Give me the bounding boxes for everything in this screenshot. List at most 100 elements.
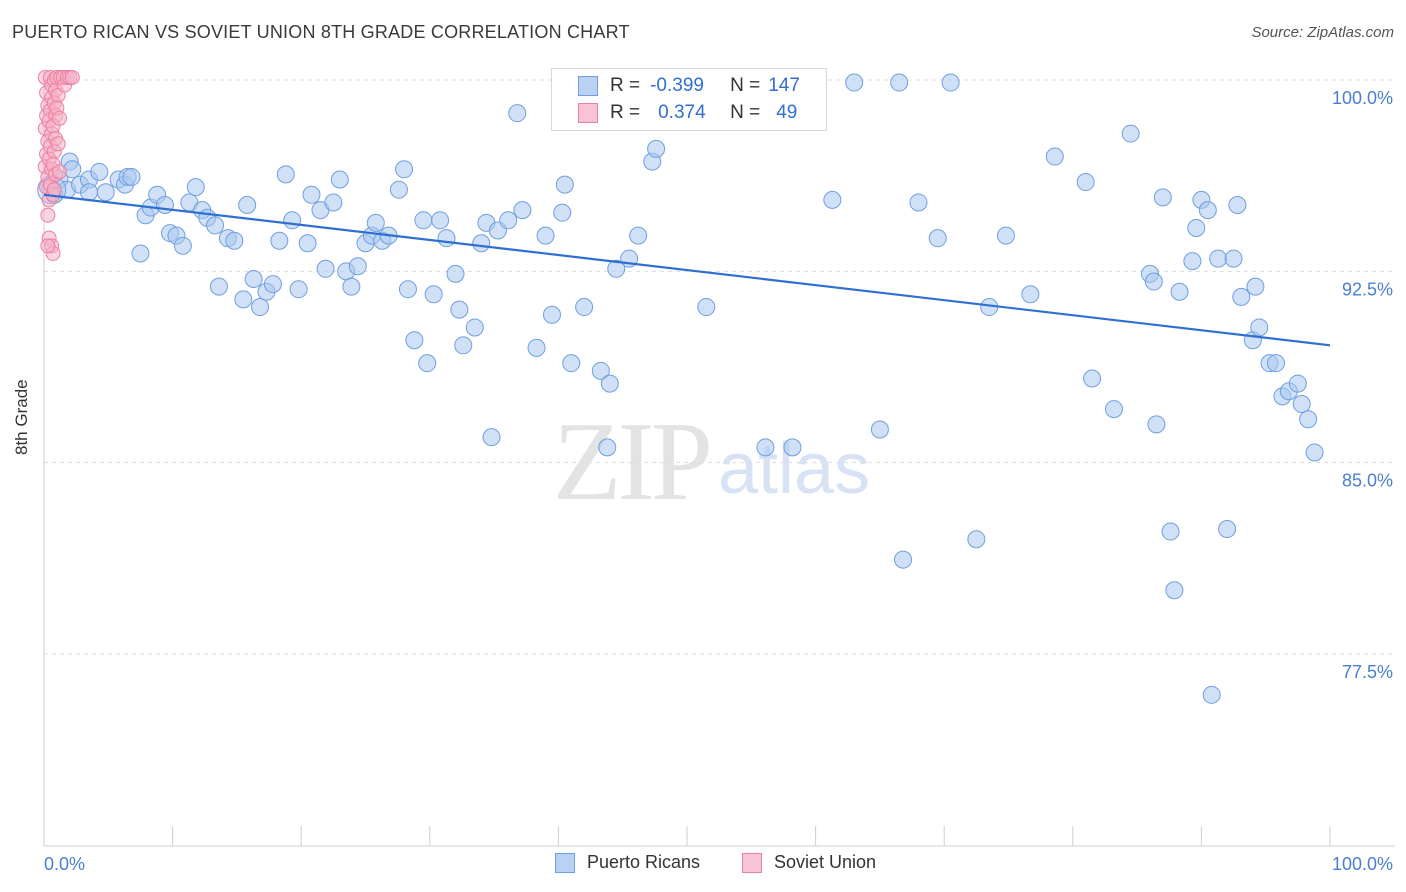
data-point-puerto-ricans (909, 193, 928, 212)
data-point-puerto-ricans (1228, 196, 1247, 215)
data-point-puerto-ricans (90, 162, 109, 181)
data-point-puerto-ricans (629, 226, 648, 245)
data-point-puerto-ricans (1198, 201, 1217, 220)
data-point-puerto-ricans (366, 213, 385, 232)
r-value: 0.374 (658, 102, 706, 123)
data-point-puerto-ricans (302, 185, 321, 204)
data-point-soviet-union (40, 238, 56, 254)
data-point-puerto-ricans (591, 361, 610, 380)
data-point-puerto-ricans (1147, 415, 1166, 434)
data-point-puerto-ricans (251, 298, 270, 317)
data-point-puerto-ricans (1288, 374, 1307, 393)
r-label: R = (610, 102, 641, 123)
legend-label: Soviet Union (774, 852, 877, 872)
data-point-puerto-ricans (845, 73, 864, 92)
data-point-puerto-ricans (647, 139, 666, 158)
data-point-puerto-ricans (209, 277, 228, 296)
data-point-puerto-ricans (225, 231, 244, 250)
data-point-puerto-ricans (562, 354, 581, 373)
data-point-puerto-ricans (575, 298, 594, 317)
data-point-puerto-ricans (1104, 400, 1123, 419)
data-point-puerto-ricans (1232, 287, 1251, 306)
data-point-puerto-ricans (1292, 394, 1311, 413)
data-point-puerto-ricans (1083, 369, 1102, 388)
chart-title: PUERTO RICAN VS SOVIET UNION 8TH GRADE C… (12, 22, 630, 42)
data-point-puerto-ricans (1305, 443, 1324, 462)
data-point-puerto-ricans (1144, 272, 1163, 291)
data-point-puerto-ricans (437, 229, 456, 248)
data-point-puerto-ricans (289, 280, 308, 299)
data-point-puerto-ricans (508, 104, 527, 123)
data-point-soviet-union (51, 110, 67, 126)
data-point-puerto-ricans (1161, 522, 1180, 541)
data-point-puerto-ricans (1121, 124, 1140, 143)
data-point-puerto-ricans (80, 183, 99, 202)
pink-swatch (742, 852, 762, 873)
data-point-puerto-ricans (1218, 519, 1237, 538)
y-tick-label: 77.5% (1342, 662, 1393, 682)
data-point-puerto-ricans (465, 318, 484, 337)
data-point-puerto-ricans (1202, 685, 1221, 704)
data-point-puerto-ricans (155, 196, 174, 215)
data-point-puerto-ricans (890, 73, 909, 92)
data-point-puerto-ricans (431, 211, 450, 230)
data-point-puerto-ricans (446, 264, 465, 283)
data-point-puerto-ricans (389, 180, 408, 199)
data-point-puerto-ricans (96, 183, 115, 202)
data-point-puerto-ricans (894, 550, 913, 569)
data-point-puerto-ricans (527, 338, 546, 357)
data-point-puerto-ricans (395, 160, 414, 179)
data-point-puerto-ricans (398, 280, 417, 299)
r-value: -0.399 (650, 75, 704, 96)
source-label: Source: ZipAtlas.com (1251, 24, 1394, 41)
axes (43, 72, 1395, 847)
data-point-puerto-ricans (122, 167, 141, 186)
data-point-puerto-ricans (600, 374, 619, 393)
data-point-puerto-ricans (324, 193, 343, 212)
n-value: 147 (768, 75, 800, 96)
data-point-puerto-ricans (1187, 218, 1206, 237)
data-point-soviet-union (64, 69, 80, 85)
data-point-soviet-union (40, 207, 56, 223)
data-point-puerto-ricans (1246, 277, 1265, 296)
data-point-puerto-ricans (405, 331, 424, 350)
data-point-puerto-ricans (450, 300, 469, 319)
data-point-puerto-ricans (234, 290, 253, 309)
data-point-puerto-ricans (1266, 354, 1285, 373)
data-point-puerto-ricans (607, 259, 626, 278)
trendline-puerto-ricans (43, 193, 1331, 347)
data-point-puerto-ricans (270, 231, 289, 250)
n-value: 49 (776, 102, 798, 123)
stats-legend: R = -0.399 N = 147 R = 0.374 N = 49 (551, 68, 827, 131)
data-point-puerto-ricans (348, 257, 367, 276)
legend-row-puerto-ricans: R = -0.399 N = 147 (578, 73, 800, 99)
watermark-zip: ZIP (553, 400, 713, 524)
legend-item-puerto-ricans: Puerto Ricans (555, 852, 700, 873)
data-point-puerto-ricans (697, 298, 716, 317)
data-point-puerto-ricans (418, 354, 437, 373)
data-point-puerto-ricans (555, 175, 574, 194)
data-point-puerto-ricans (1076, 173, 1095, 192)
data-point-puerto-ricans (598, 438, 617, 457)
data-point-puerto-ricans (513, 201, 532, 220)
data-point-puerto-ricans (298, 234, 317, 253)
data-point-puerto-ricans (424, 285, 443, 304)
data-point-puerto-ricans (928, 229, 947, 248)
data-point-puerto-ricans (870, 420, 889, 439)
blue-swatch (578, 76, 598, 96)
x-tick-label-max: 100.0% (1332, 854, 1393, 874)
data-point-puerto-ricans (206, 216, 225, 235)
legend-item-soviet-union: Soviet Union (742, 852, 876, 873)
data-point-puerto-ricans (823, 190, 842, 209)
data-point-puerto-ricans (967, 530, 986, 549)
n-label: N = (730, 75, 761, 96)
data-point-puerto-ricans (244, 269, 263, 288)
data-point-puerto-ricans (1170, 282, 1189, 301)
n-label: N = (730, 102, 761, 123)
blue-swatch (555, 852, 575, 873)
data-point-puerto-ricans (536, 226, 555, 245)
data-point-puerto-ricans (996, 226, 1015, 245)
series-puerto-ricans (37, 71, 1324, 704)
data-point-puerto-ricans (454, 336, 473, 355)
y-tick-label: 85.0% (1342, 471, 1393, 491)
